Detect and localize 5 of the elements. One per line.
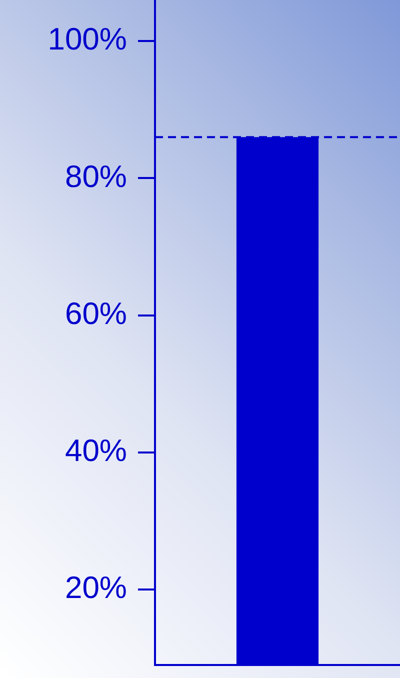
y-tick-label: 20% — [64, 570, 127, 606]
y-tick-label: 80% — [64, 158, 127, 194]
y-tick-label: 100% — [48, 22, 127, 57]
y-tick-label: 60% — [64, 296, 127, 331]
y-tick-label: 40% — [64, 433, 127, 468]
